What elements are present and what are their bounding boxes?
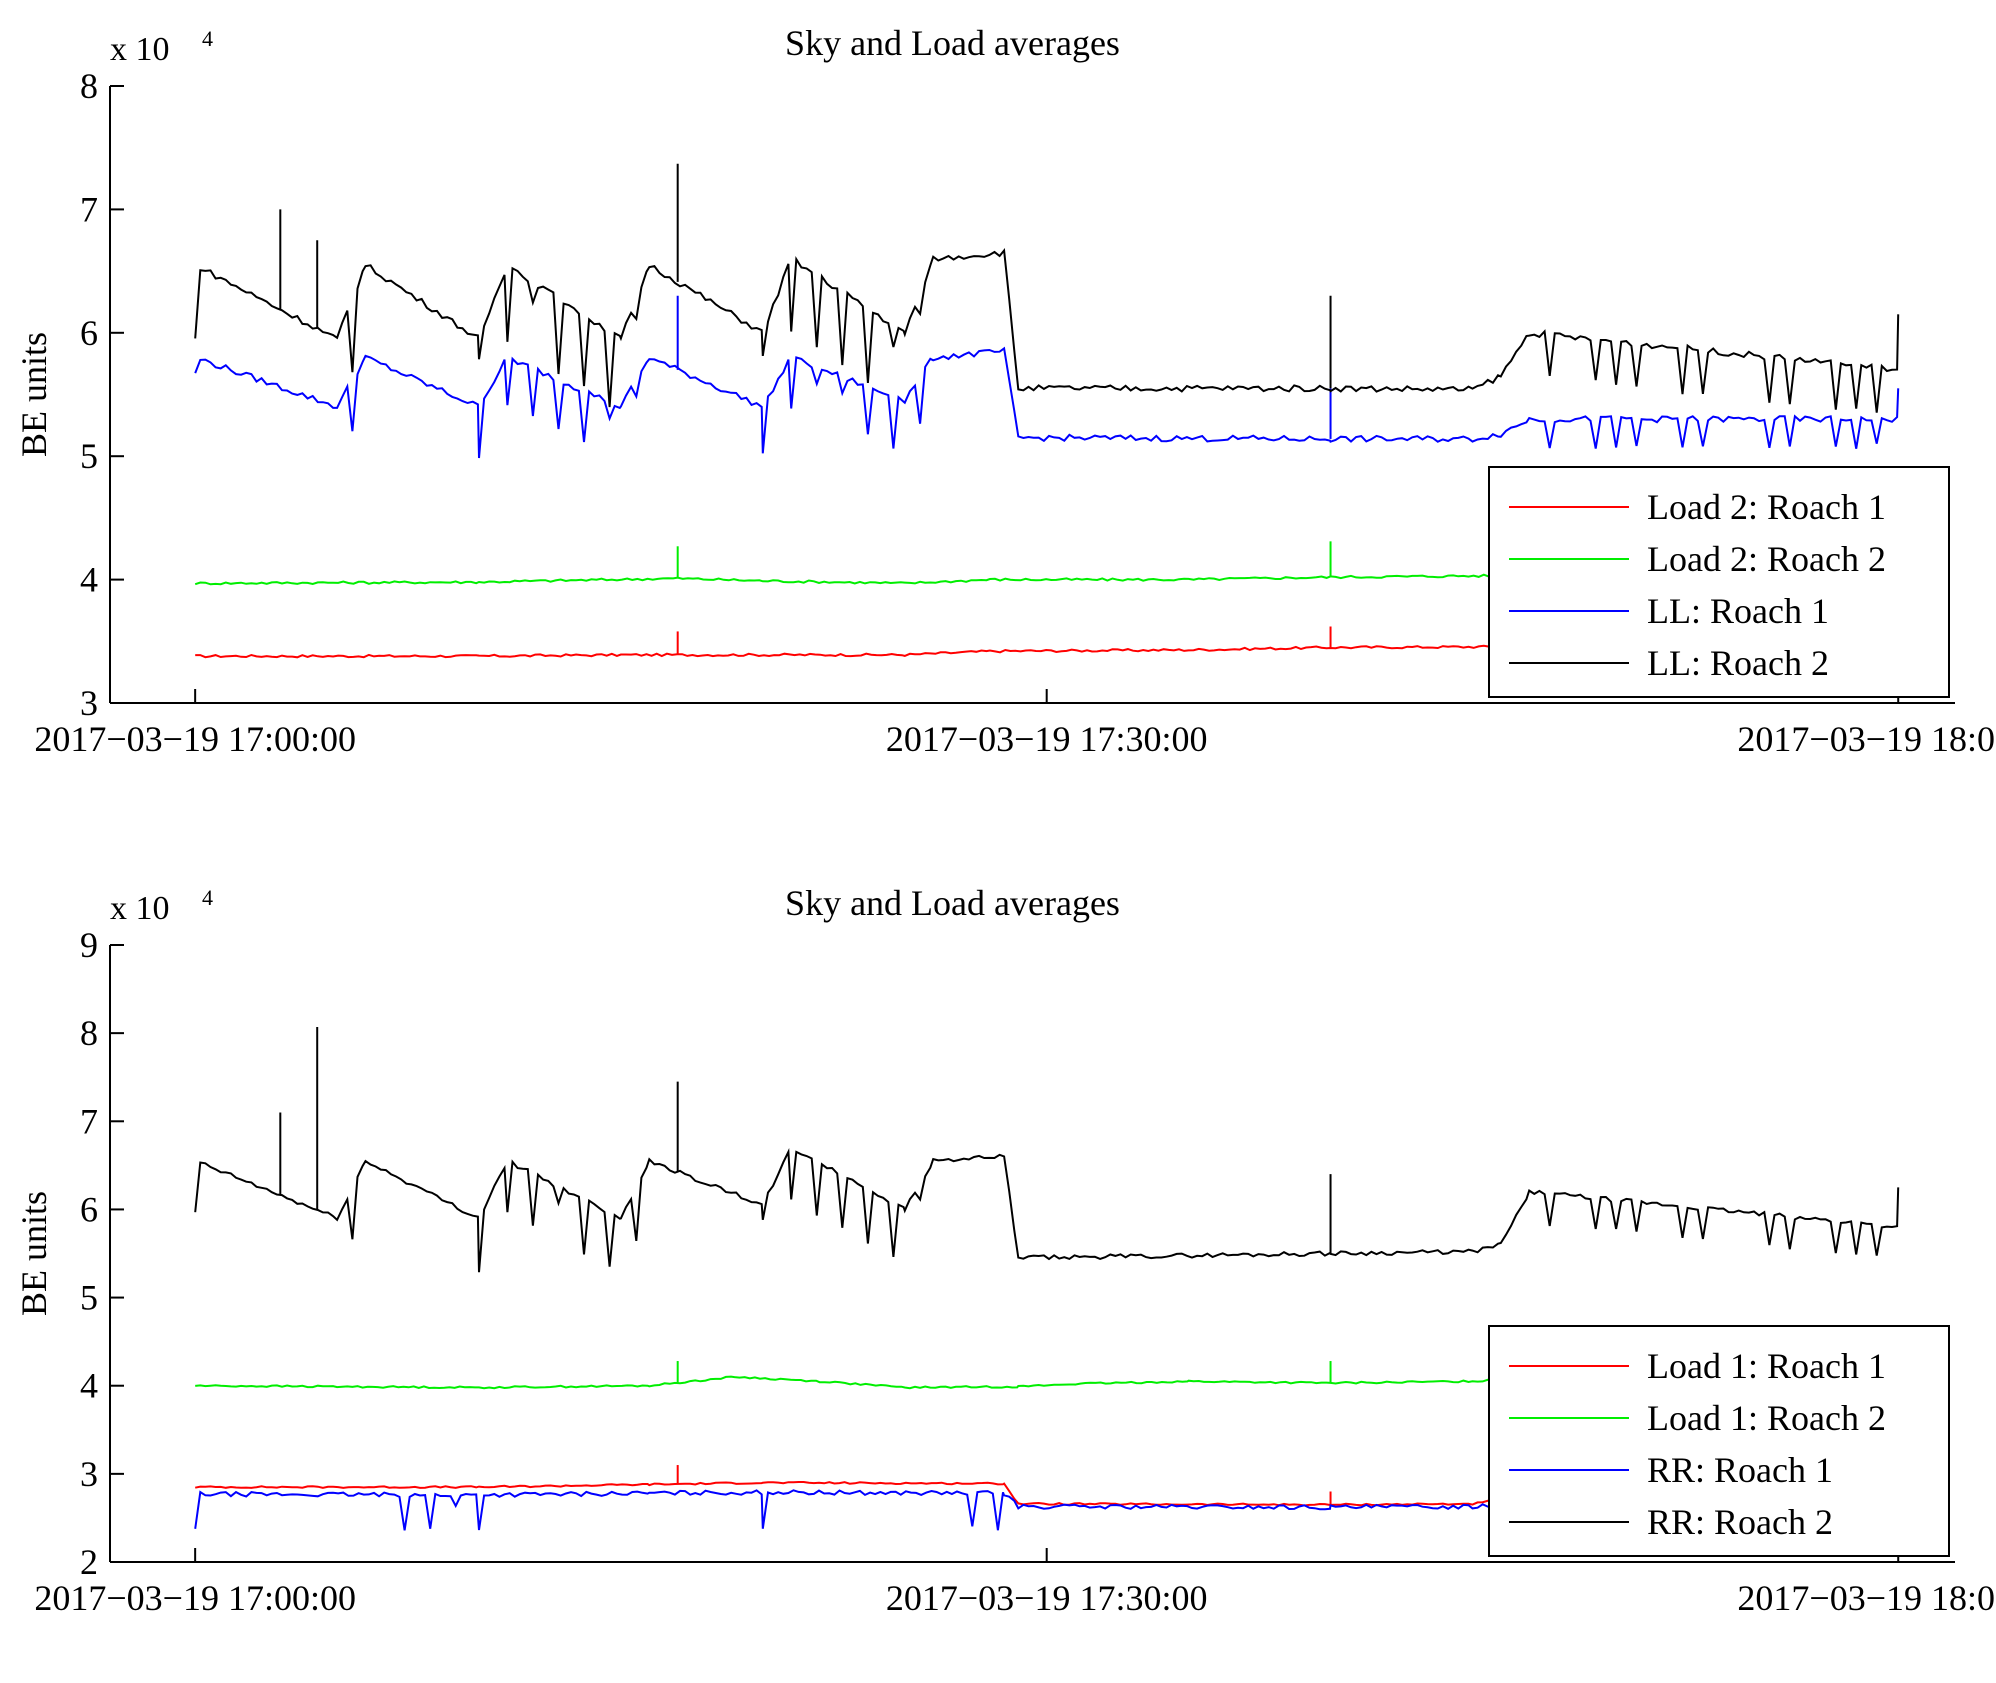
y-tick-label: 5 [80,1278,98,1318]
y-tick-label: 6 [80,1189,98,1229]
y-axis-label: BE units [14,332,54,457]
y-tick-label: 7 [80,1101,98,1141]
y-axis-label: BE units [14,1191,54,1316]
legend-label-load-2-roach-2: Load 2: Roach 2 [1647,539,1886,579]
y-exponent-power: 4 [202,26,213,51]
panel-top: Sky and Load averages 3 4 5 6 7 8 x 10 4 BE units… [14,23,1996,759]
series-line-ll-roach-1 [194,346,1900,459]
y-tick-label: 4 [80,560,98,600]
legend-label-ll-roach-1: LL: Roach 1 [1647,591,1829,631]
chart-title: Sky and Load averages [785,23,1120,63]
y-tick-label: 6 [80,313,98,353]
legend-label-ll-roach-2: LL: Roach 2 [1647,643,1829,683]
legend-box [1488,1325,1950,1557]
x-tick-label: 2017−03−19 17:30:00 [886,719,1208,759]
legend-label-rr-roach-1: RR: Roach 1 [1647,1450,1833,1490]
y-exponent-power: 4 [202,885,213,910]
legend-label-load-1-roach-1: Load 1: Roach 1 [1647,1346,1886,1386]
panel-bottom: Sky and Load averages 2 3 4 5 6 7 8 9 x 10 4 BE uni… [14,883,1996,1618]
x-tick-label: 2017−03−19 18:00:00 [1737,1578,1996,1618]
legend: Load 2: Roach 1 Load 2: Roach 2 LL: Roach … [1488,466,1950,698]
series-line-ll-roach-2 [194,248,1900,413]
legend-box [1488,466,1950,698]
legend-label-rr-roach-2: RR: Roach 2 [1647,1502,1833,1542]
x-tick-label: 2017−03−19 17:00:00 [34,1578,356,1618]
x-tick-label: 2017−03−19 17:00:00 [34,719,356,759]
y-tick-label: 7 [80,189,98,229]
legend-label-load-2-roach-1: Load 2: Roach 1 [1647,487,1886,527]
y-tick-label: 8 [80,66,98,106]
y-exponent-label: x 10 [110,31,170,68]
y-tick-label: 2 [80,1542,98,1582]
y-tick-label: 9 [80,925,98,965]
y-exponent-label: x 10 [110,890,170,927]
x-tick-label: 2017−03−19 17:30:00 [886,1578,1208,1618]
chart-title: Sky and Load averages [785,883,1120,923]
x-tick-label: 2017−03−19 18:00:00 [1737,719,1996,759]
series-line-rr-roach-2 [194,1148,1900,1273]
y-tick-label: 4 [80,1366,98,1406]
y-tick-label: 8 [80,1013,98,1053]
legend: Load 1: Roach 1 Load 1: Roach 2 RR: Roach … [1488,1325,1950,1557]
legend-label-load-1-roach-2: Load 1: Roach 2 [1647,1398,1886,1438]
y-tick-label: 3 [80,1454,98,1494]
y-tick-label: 5 [80,436,98,476]
y-tick-label: 3 [80,683,98,723]
